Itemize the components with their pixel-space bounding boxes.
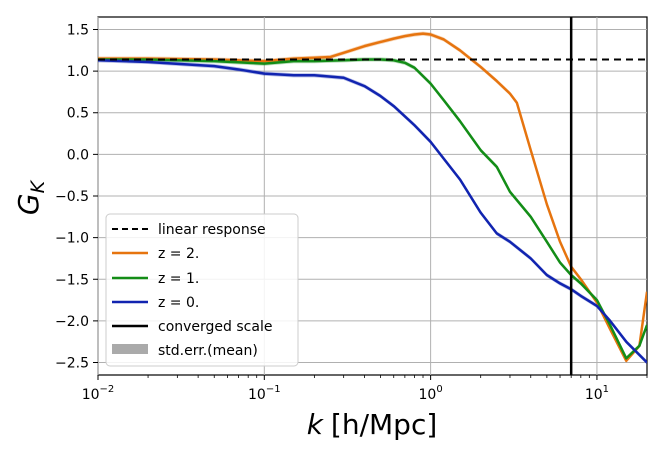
series-line-2	[98, 59, 647, 364]
x-tick-label: 100	[419, 384, 443, 403]
x-axis-unit: [h/Mpc]	[331, 408, 437, 441]
x-axis-title: k [h/Mpc]	[307, 408, 438, 441]
x-tick-exponent: −2	[100, 384, 115, 395]
y-tick-label: 0.5	[67, 106, 89, 122]
y-tick-label: −2.0	[55, 314, 89, 330]
y-tick-label: −0.5	[55, 189, 89, 205]
x-tick-base: 10	[419, 387, 437, 403]
legend-label-z2: z = 2.	[158, 246, 199, 262]
series-lines	[98, 32, 647, 364]
x-tick-exponent: 1	[603, 384, 609, 395]
x-tick-base: 10	[585, 387, 603, 403]
x-tick-exponent: 0	[436, 384, 442, 395]
legend-label-z0: z = 0.	[158, 295, 199, 311]
y-tick-label: −1.0	[55, 231, 89, 247]
x-tick-label: 101	[585, 384, 609, 403]
y-tick-label: −1.5	[55, 272, 89, 288]
y-tick-label: 1.5	[67, 22, 89, 38]
y-axis-main: G	[12, 193, 45, 215]
legend-box	[105, 213, 299, 367]
x-tick-label: 10−2	[82, 384, 115, 403]
series-line-0	[98, 32, 647, 363]
y-tick-label: 0.0	[67, 147, 89, 163]
reference-lines	[98, 17, 647, 375]
y-axis-sub: K	[27, 179, 49, 193]
series-line-1	[98, 58, 647, 360]
x-axis-var: k	[307, 408, 325, 441]
x-tick-exponent: −1	[266, 384, 281, 395]
x-tick-base: 10	[82, 387, 100, 403]
y-ticks: 1.5 1.0 0.5 0.0 −0.5 −1.0 −1.5 −2.0 −2.5	[55, 22, 98, 372]
x-tick-label: 10−1	[248, 384, 281, 403]
x-tick-base: 10	[248, 387, 266, 403]
legend-label-std-err: std.err.(mean)	[158, 343, 258, 359]
legend-label-converged-scale: converged scale	[158, 319, 272, 335]
y-tick-label: 1.0	[67, 64, 89, 80]
legend-label-linear-response: linear response	[158, 222, 266, 238]
legend-label-z1: z = 1.	[158, 271, 199, 287]
legend: linear response z = 2. z = 1. z = 0. con…	[105, 213, 299, 367]
y-tick-label: −2.5	[55, 356, 89, 372]
y-axis-title: GK	[12, 179, 49, 215]
x-ticks: 10−2 10−1 100 101	[82, 375, 648, 403]
legend-swatch-std-err	[112, 344, 148, 354]
